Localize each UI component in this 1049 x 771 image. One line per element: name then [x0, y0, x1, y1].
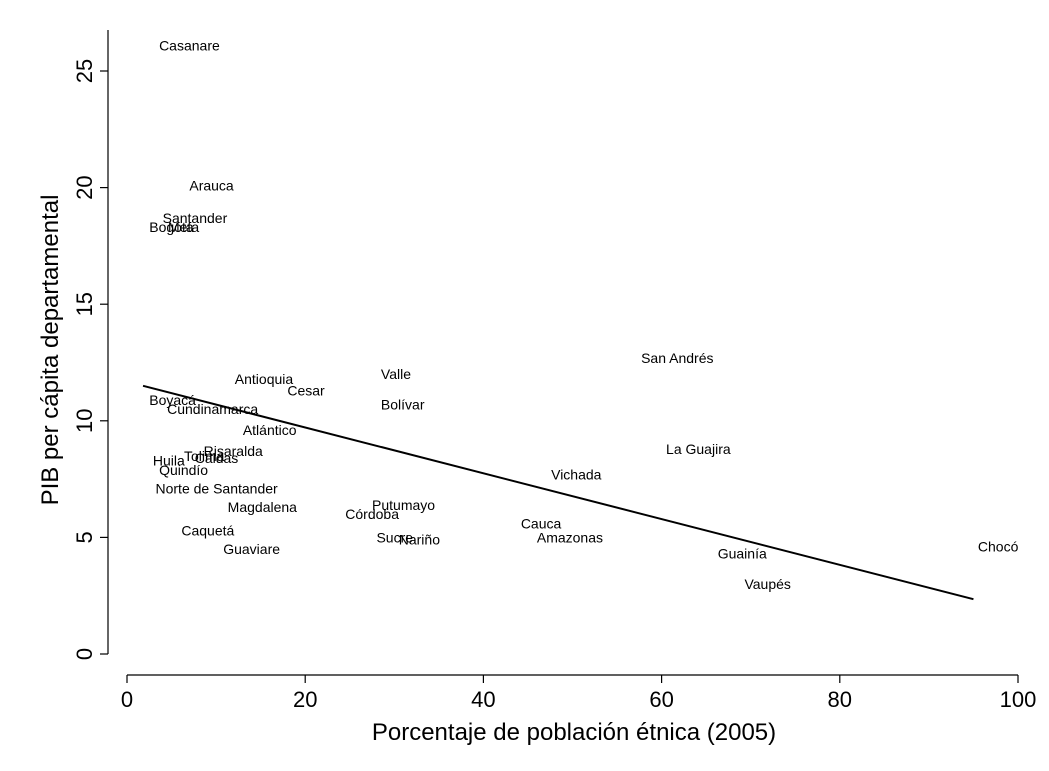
point-label: Amazonas	[537, 529, 603, 545]
x-tick-label: 20	[293, 687, 317, 712]
point-label: Caquetá	[181, 522, 234, 538]
point-label: Bogotá	[149, 219, 194, 235]
point-label: Magdalena	[228, 499, 297, 515]
point-label: Antioquia	[235, 371, 294, 387]
y-tick-label: 25	[72, 59, 97, 83]
x-tick-label: 100	[1000, 687, 1037, 712]
fit-line	[142, 384, 974, 601]
point-label: Guainía	[718, 546, 767, 562]
y-tick-label: 15	[72, 292, 97, 316]
point-label: Sucre	[376, 529, 413, 545]
x-axis-title: Porcentaje de población étnica (2005)	[372, 719, 776, 746]
point-label: Cesar	[287, 382, 325, 398]
y-tick-label: 20	[72, 175, 97, 199]
point-label: Risaralda	[204, 443, 263, 459]
axes: 0 20 40 60 80 100 0 5 10 15 20 25	[72, 30, 1036, 712]
point-label: Vaupés	[744, 576, 790, 592]
x-tick-label: 60	[649, 687, 673, 712]
y-tick-label: 0	[72, 648, 97, 660]
point-label: Tolima	[184, 448, 225, 464]
point-label: La Guajira	[666, 441, 731, 457]
point-label: Putumayo	[372, 497, 435, 513]
point-label: Cauca	[521, 515, 562, 531]
point-label: Nariño	[399, 532, 440, 548]
point-label: Atlántico	[243, 422, 297, 438]
x-tick-label: 80	[828, 687, 852, 712]
point-label: Boyacá	[149, 392, 196, 408]
point-label: Huila	[153, 452, 185, 468]
y-axis-title: PIB per cápita departamental	[37, 195, 64, 506]
y-tick-label: 10	[72, 409, 97, 433]
point-label: San Andrés	[641, 350, 713, 366]
y-tick-label: 5	[72, 531, 97, 543]
point-label: Meta	[168, 219, 199, 235]
x-tick-label: 0	[121, 687, 133, 712]
x-tick-label: 40	[471, 687, 495, 712]
point-label: Valle	[381, 366, 411, 382]
point-label: Guaviare	[223, 541, 280, 557]
point-label: Caldas	[195, 450, 239, 466]
point-label: Bolívar	[381, 396, 425, 412]
point-label: Arauca	[189, 177, 234, 193]
point-label: Chocó	[978, 539, 1019, 555]
point-label: Quindío	[159, 462, 208, 478]
point-label: Santander	[163, 210, 228, 226]
point-label: Córdoba	[345, 506, 399, 522]
point-label: Cundinamarca	[167, 401, 258, 417]
fit-line-group	[142, 384, 974, 601]
point-label: Norte de Santander	[156, 480, 279, 496]
point-label: Casanare	[159, 37, 220, 53]
point-label: Vichada	[551, 466, 602, 482]
